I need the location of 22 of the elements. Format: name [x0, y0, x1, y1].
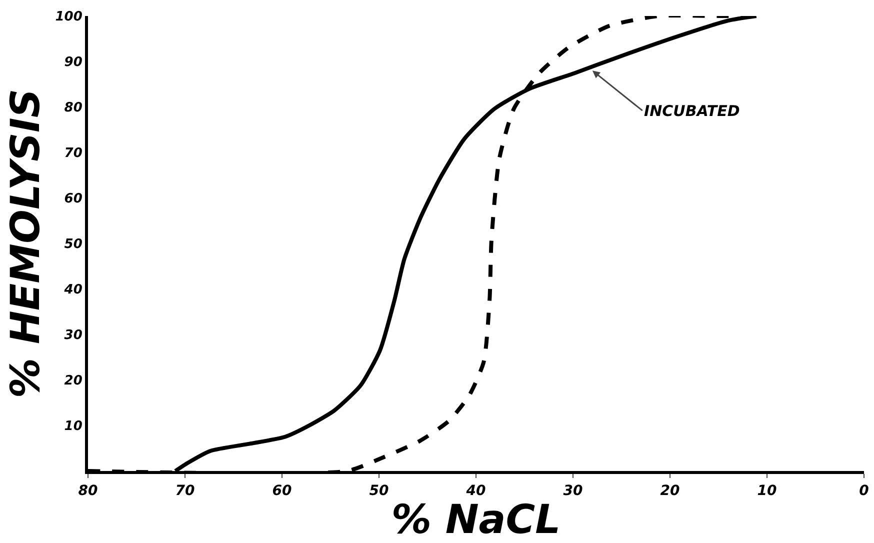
x-tick-label: 10	[757, 482, 777, 499]
y-tick-label: 60	[64, 192, 82, 207]
x-tick-label: 40	[465, 482, 486, 499]
y-axis-title: % HEMOLYSIS	[2, 88, 49, 398]
x-tick-label: 80	[78, 482, 98, 499]
y-tick-label: 50	[64, 237, 82, 252]
x-tick-label: 60	[272, 482, 292, 499]
y-tick-label: 90	[64, 55, 82, 70]
y-tick-label: 80	[64, 100, 82, 116]
y-tick-label: 70	[64, 146, 82, 162]
x-tick-label: 30	[563, 482, 583, 499]
x-tick-label: 70	[175, 482, 195, 499]
y-tick-label: 10	[64, 419, 82, 434]
x-tick-label: 0	[859, 482, 870, 499]
y-tick-label: 20	[64, 374, 82, 389]
y-tick-label: 100	[55, 10, 82, 25]
y-tick-label: 40	[63, 282, 82, 298]
x-axis-title: % NaCL	[391, 497, 561, 543]
y-tick-label: 30	[64, 328, 82, 344]
x-tick-label: 20	[660, 482, 680, 499]
annotation: INCUBATED	[644, 102, 740, 120]
x-tick-label: 50	[369, 482, 389, 499]
